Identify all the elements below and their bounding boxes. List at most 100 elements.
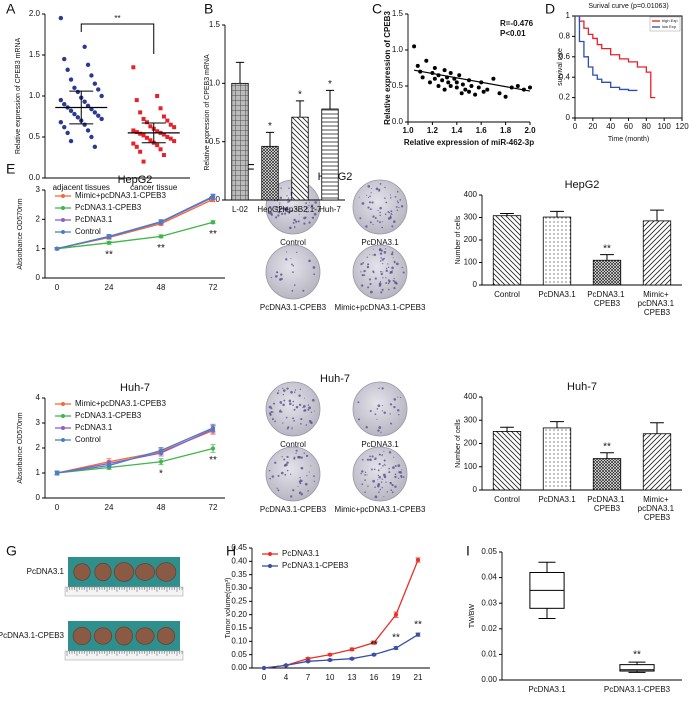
y-tick-label: 1 [566, 11, 571, 20]
y-tick-label: 0.00 [481, 675, 497, 684]
tumor [156, 627, 176, 645]
colony-label: Mimic+pcDNA3.1-CPEB3 [335, 505, 426, 514]
colony [308, 259, 311, 263]
colony [279, 409, 281, 411]
box [619, 664, 655, 672]
point [165, 135, 170, 139]
colony-dish [265, 381, 321, 437]
colony [393, 280, 395, 282]
colony [388, 471, 391, 474]
sd-bar [69, 90, 94, 125]
colony [391, 225, 394, 228]
legend-marker [61, 438, 65, 442]
colony [313, 410, 315, 412]
colony [394, 465, 397, 468]
colony [399, 397, 402, 399]
legend-marker [61, 414, 65, 418]
colony [379, 248, 382, 251]
whisker [538, 608, 556, 620]
point [131, 141, 136, 146]
colony [379, 214, 382, 217]
colony [401, 469, 403, 471]
colony [390, 197, 392, 199]
significance: * [298, 89, 302, 100]
colony [310, 465, 312, 467]
colony [380, 272, 383, 276]
colony [298, 213, 300, 215]
tumor [113, 562, 135, 582]
panel-label: H [226, 543, 236, 559]
colony [369, 208, 372, 211]
y-tick-label: 1.0 [392, 45, 404, 54]
colony [398, 414, 400, 416]
point [141, 159, 146, 164]
y-tick-label: 0.30 [231, 583, 247, 592]
colony [395, 262, 399, 266]
point [161, 114, 166, 119]
colony [277, 390, 280, 392]
colony [298, 394, 301, 397]
series-line [56, 447, 214, 474]
colony [361, 458, 364, 461]
bar [261, 145, 279, 201]
colony [379, 260, 382, 262]
y-axis-label: Tumor volume(cm³) [225, 578, 232, 639]
colony [388, 212, 391, 214]
point [82, 99, 87, 104]
point [442, 68, 447, 73]
colony [269, 477, 271, 480]
colony [374, 217, 377, 219]
x-tick-label: PcDNA3.1-CPEB3 [604, 685, 671, 694]
point [58, 15, 64, 21]
colony [287, 201, 289, 203]
colony [309, 202, 311, 204]
bar [231, 82, 249, 201]
colony [313, 480, 315, 482]
colony [308, 471, 310, 473]
colony [277, 211, 279, 213]
point [89, 73, 94, 78]
panel-label: D [545, 1, 555, 17]
colony [303, 222, 306, 225]
significance: ** [414, 619, 422, 630]
y-tick-label: 1.0 [209, 78, 221, 87]
colony [381, 387, 384, 390]
y-tick-label: 4 [36, 393, 41, 402]
colony [282, 389, 286, 392]
point [460, 82, 465, 87]
colony [378, 476, 382, 479]
x-tick-label: 48 [157, 283, 166, 292]
y-tick-label: 0 [473, 485, 478, 494]
y-tick-label: 1 [36, 244, 41, 253]
colony [382, 271, 384, 273]
x-tick-label: 19 [392, 673, 401, 682]
point [72, 111, 77, 117]
y-tick-label: 0.20 [231, 610, 247, 619]
y-tick-label: 0.03 [481, 598, 497, 607]
colony [297, 209, 300, 211]
point [96, 87, 101, 92]
y-tick-label: 0.05 [231, 650, 247, 659]
colony [368, 278, 372, 281]
y-axis-label: TW/BW [469, 604, 476, 628]
bar [492, 215, 522, 286]
colony [378, 426, 382, 429]
marker [210, 446, 216, 451]
colony [312, 207, 315, 210]
legend-marker [61, 230, 65, 234]
colony [398, 477, 400, 479]
x-tick-label: 72 [209, 283, 218, 292]
colony [360, 271, 362, 273]
error-bar [500, 212, 514, 216]
colony [298, 491, 302, 495]
point [463, 87, 468, 92]
colony [282, 422, 284, 424]
colony [372, 215, 375, 218]
colony [274, 207, 276, 209]
point [82, 122, 87, 127]
colony [389, 403, 393, 406]
x-tick-label: 24 [105, 503, 114, 512]
point [528, 85, 532, 90]
y-tick-label: 0.5 [209, 137, 221, 146]
colony [303, 405, 306, 408]
